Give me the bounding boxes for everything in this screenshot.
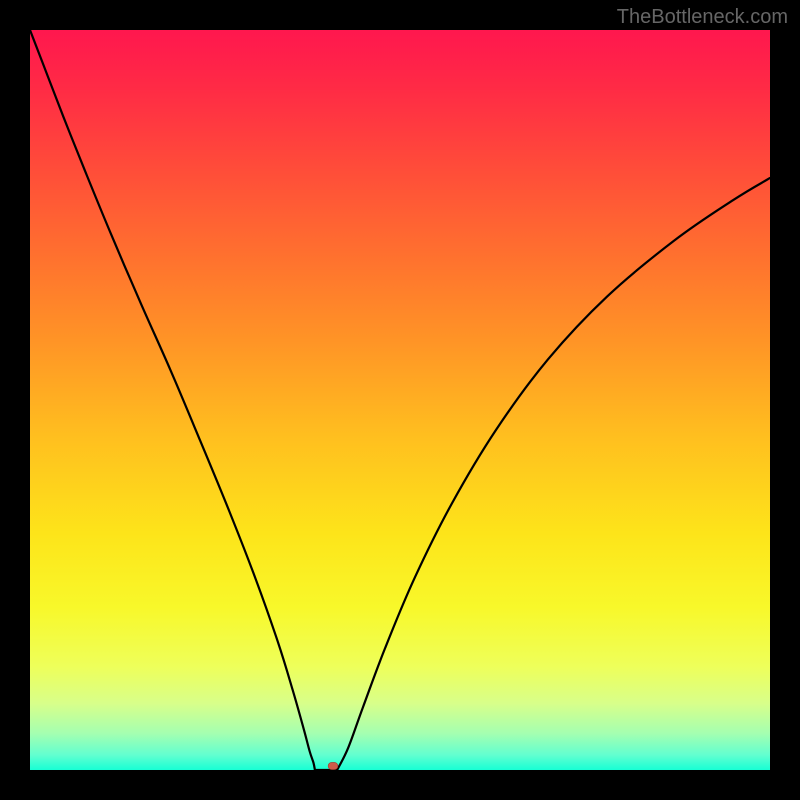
chart-frame: TheBottleneck.com [0, 0, 800, 800]
bottleneck-curve [30, 30, 770, 770]
watermark-text: TheBottleneck.com [617, 6, 788, 29]
optimal-point-marker [328, 762, 339, 770]
plot-area [30, 30, 770, 770]
